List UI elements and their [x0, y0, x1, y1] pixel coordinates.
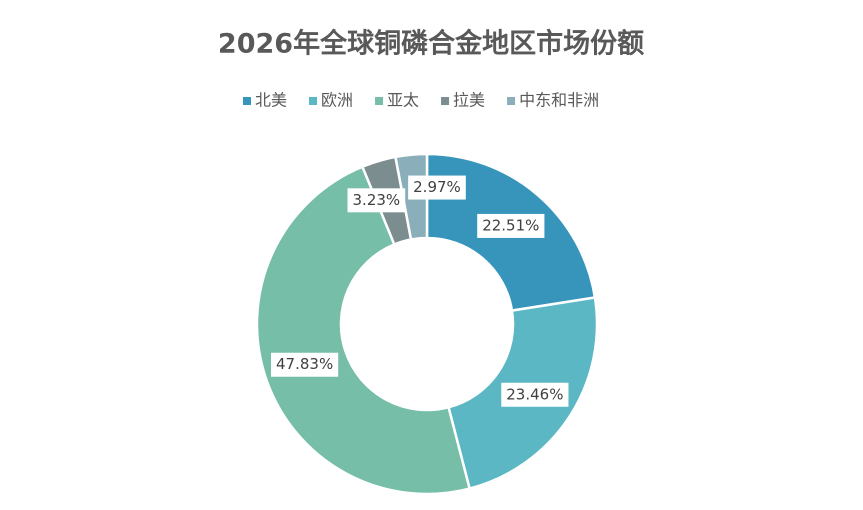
legend-label: 北美	[255, 91, 287, 110]
legend-swatch	[375, 97, 384, 105]
legend-label: 亚太	[387, 91, 419, 110]
legend-swatch	[507, 97, 516, 105]
donut-segment	[255, 165, 472, 496]
data-label: 22.51%	[482, 216, 539, 234]
data-label-box	[347, 188, 406, 213]
legend-label: 欧洲	[321, 91, 353, 110]
legend-swatch	[309, 97, 318, 105]
legend-label: 中东和非洲	[519, 91, 599, 110]
data-label: 3.23%	[353, 191, 401, 209]
legend-label: 拉美	[453, 91, 485, 110]
data-label-box	[477, 213, 545, 238]
legend-swatch	[243, 97, 251, 105]
data-label: 47.83%	[276, 355, 333, 373]
data-label-box	[408, 175, 466, 200]
data-label-box	[271, 352, 339, 377]
data-label: 23.46%	[506, 385, 563, 403]
data-label: 2.97%	[413, 178, 461, 196]
chart-title: 2026年全球铜磷合金地区市场份额	[218, 28, 644, 60]
legend-swatch	[441, 97, 450, 105]
data-label-box	[501, 382, 569, 407]
